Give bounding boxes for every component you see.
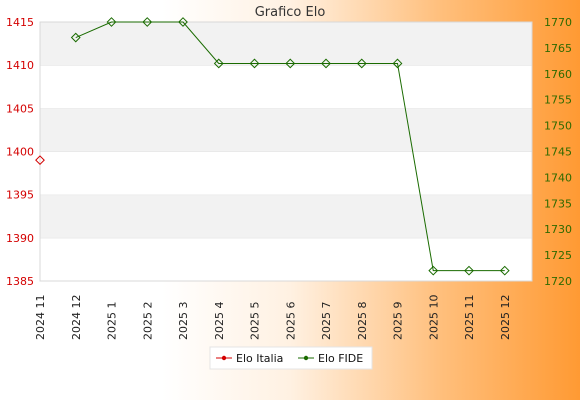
x-tick-label: 2025 2 xyxy=(141,302,154,341)
right-axis-ticks: 1720 1725 1730 1735 1740 1745 1750 1755 1760 1765… xyxy=(544,16,572,288)
right-tick-label: 1750 xyxy=(544,120,572,133)
data-point-elo-fide xyxy=(213,58,224,69)
x-tick-label: 2025 12 xyxy=(499,295,512,341)
x-tick-label: 2025 4 xyxy=(213,302,226,341)
data-point-elo-fide xyxy=(356,58,367,69)
data-point-elo-fide xyxy=(106,17,117,27)
x-tick-label: 2025 10 xyxy=(427,295,440,341)
series-layer xyxy=(35,17,510,276)
left-tick-label: 1395 xyxy=(6,189,34,202)
legend-label-elo-italia: Elo Italia xyxy=(236,352,283,365)
x-tick-label: 2025 11 xyxy=(463,295,476,341)
data-point-elo-fide xyxy=(142,17,153,27)
chart-title: Grafico Elo xyxy=(255,5,326,20)
right-tick-label: 1735 xyxy=(544,197,572,210)
data-point-elo-fide xyxy=(249,58,260,69)
right-tick-label: 1755 xyxy=(544,94,572,107)
data-point-elo-fide xyxy=(321,58,331,69)
data-point-elo-fide xyxy=(70,32,81,43)
x-tick-label: 2025 7 xyxy=(320,302,333,341)
x-tick-label: 2024 11 xyxy=(34,295,47,341)
left-tick-label: 1405 xyxy=(6,102,34,115)
right-tick-label: 1765 xyxy=(544,42,572,55)
x-tick-label: 2025 6 xyxy=(284,302,297,341)
plot-bands xyxy=(40,21,532,281)
data-point-elo-fide xyxy=(464,265,474,276)
grid-band xyxy=(40,22,532,66)
left-axis-ticks: 1385 1390 1395 1400 1405 1410 1415 xyxy=(6,16,34,288)
right-tick-label: 1740 xyxy=(544,171,572,184)
left-tick-label: 1415 xyxy=(6,16,34,29)
legend-marker-elo-fide xyxy=(303,355,309,361)
x-tick-label: 2024 12 xyxy=(70,295,83,341)
left-tick-label: 1410 xyxy=(6,59,34,72)
right-tick-label: 1745 xyxy=(544,146,572,159)
grid-band xyxy=(40,151,532,195)
series-line-elo-fide xyxy=(75,21,505,272)
left-tick-label: 1385 xyxy=(6,275,34,288)
grid-band xyxy=(40,108,532,152)
data-point-elo-italia xyxy=(35,155,45,166)
x-tick-label: 2025 9 xyxy=(392,302,405,341)
grid-band xyxy=(40,237,532,281)
grid-band xyxy=(40,194,532,238)
x-tick-label: 2025 8 xyxy=(356,302,369,341)
data-point-elo-fide xyxy=(178,17,188,27)
right-tick-label: 1730 xyxy=(544,223,572,236)
right-tick-label: 1770 xyxy=(544,16,572,29)
legend: Elo Italia Elo FIDE xyxy=(209,346,373,370)
data-point-elo-fide xyxy=(285,58,296,69)
left-tick-label: 1390 xyxy=(6,232,34,245)
x-tick-label: 2025 3 xyxy=(177,302,190,341)
right-tick-label: 1760 xyxy=(544,68,572,81)
x-tick-label: 2025 5 xyxy=(249,302,262,341)
legend-box xyxy=(209,346,373,370)
x-tick-label: 2025 1 xyxy=(106,302,119,341)
right-tick-label: 1720 xyxy=(544,275,572,288)
data-point-elo-fide xyxy=(392,58,403,69)
data-point-elo-fide xyxy=(499,265,510,276)
legend-marker-elo-italia xyxy=(221,355,227,361)
legend-label-elo-fide: Elo FIDE xyxy=(318,352,363,365)
x-axis-ticks: 2024 11 2024 12 2025 1 2025 2 2025 3 2025 4 20… xyxy=(34,295,512,341)
grid-band xyxy=(40,65,532,109)
data-point-elo-fide xyxy=(428,265,439,276)
plot-area xyxy=(39,21,533,282)
left-tick-label: 1400 xyxy=(6,146,34,159)
right-tick-label: 1725 xyxy=(544,249,572,262)
